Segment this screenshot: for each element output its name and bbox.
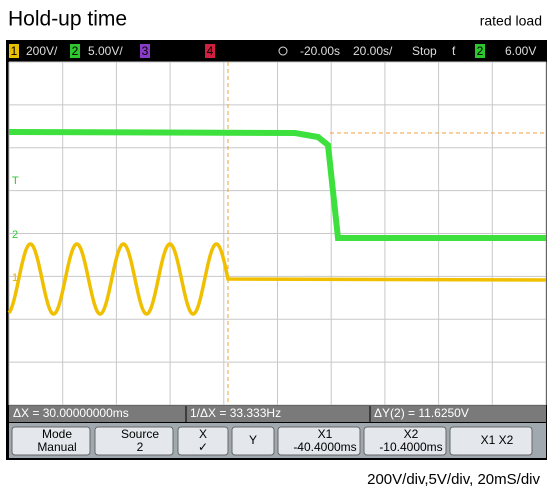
timebase: 20.00s/ [353, 44, 393, 58]
ch1-marker: 1 [12, 272, 18, 284]
measure-bar [9, 406, 546, 422]
title: Hold-up time [8, 8, 127, 31]
ch3-label: 3 [142, 44, 149, 58]
grid [8, 61, 547, 406]
softkey-label: Mode [42, 427, 72, 441]
delta-x: ΔX = 30.00000000ms [13, 406, 129, 420]
softkey-label: X1 [318, 427, 333, 441]
ch2-label: 2 [72, 44, 79, 58]
ch2-scale: 5.00V/ [88, 44, 123, 58]
softkey[interactable] [94, 426, 174, 456]
trigger-marker: T [12, 175, 19, 187]
softkey[interactable] [449, 426, 533, 456]
trigger-icon: ƭ [452, 44, 456, 58]
trigger-level: 6.00V [505, 44, 536, 58]
softkey[interactable] [231, 426, 275, 456]
ch1-trace [7, 242, 547, 316]
softkey[interactable] [363, 426, 447, 456]
ch2-marker: 2 [12, 229, 18, 241]
softkey-value: Manual [37, 440, 76, 454]
softkey[interactable] [177, 426, 229, 456]
softkey-label: X [199, 427, 207, 441]
inverse-delta-x: 1/ΔX = 33.333Hz [190, 406, 281, 420]
softkey-value: -10.4000ms [379, 440, 442, 454]
softkey[interactable] [277, 426, 361, 456]
trigger-channel: 2 [477, 44, 484, 58]
softkey-label: Source [121, 427, 159, 441]
ch2-trace [8, 129, 546, 241]
softkey-label: X1 X2 [481, 433, 514, 447]
softkey[interactable] [11, 426, 91, 456]
softkey-value: ✓ [198, 440, 208, 454]
sun-icon [278, 46, 288, 56]
softkey-value: 2 [137, 440, 144, 454]
ch1-label: 1 [11, 44, 18, 58]
delay: -20.00s [300, 44, 340, 58]
softkey-value: -40.4000ms [293, 440, 356, 454]
softkey-label: Y [249, 433, 257, 447]
ch4-label: 4 [207, 44, 214, 58]
run-state: Stop [412, 44, 437, 58]
softkey-label: X2 [404, 427, 419, 441]
delta-y: ΔY(2) = 11.6250V [374, 406, 469, 420]
caption: 200V/div,5V/div, 20mS/div [367, 471, 540, 488]
note: rated load [480, 13, 542, 29]
ch1-scale: 200V/ [26, 44, 58, 58]
